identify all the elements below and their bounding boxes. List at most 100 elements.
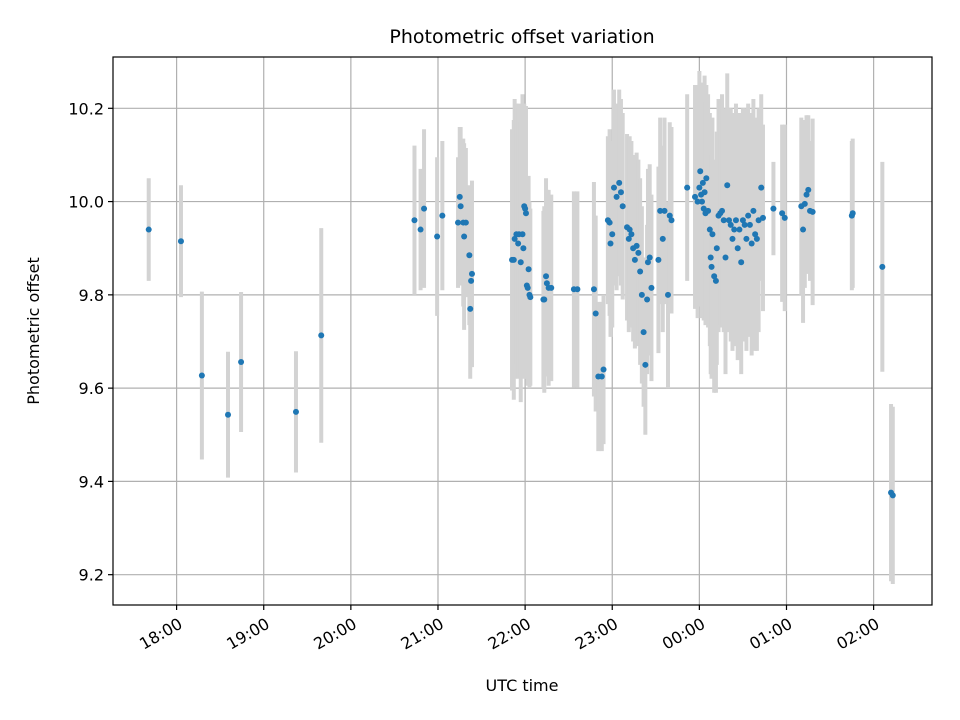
data-point: [711, 273, 718, 280]
x-tick-label: 18:00: [136, 614, 185, 654]
data-point: [666, 212, 673, 219]
data-point: [719, 207, 726, 214]
plot-frame: [112, 56, 933, 606]
data-point: [468, 270, 475, 277]
x-tick-label: 22:00: [485, 614, 534, 654]
data-point: [692, 193, 699, 200]
data-point: [292, 408, 299, 415]
data-point: [417, 226, 424, 233]
data-point: [633, 242, 640, 249]
data-point: [522, 205, 529, 212]
data-point: [743, 235, 750, 242]
chart-title: Photometric offset variation: [389, 26, 654, 48]
data-point: [661, 207, 668, 214]
data-point: [617, 189, 624, 196]
data-point: [457, 203, 464, 210]
data-point: [712, 277, 719, 284]
data-point: [638, 291, 645, 298]
data-point: [879, 263, 886, 270]
data-point: [698, 198, 705, 205]
data-point: [748, 240, 755, 247]
data-point: [736, 226, 743, 233]
data-point: [574, 286, 581, 293]
data-point: [635, 249, 642, 256]
data-point: [745, 212, 752, 219]
data-point: [522, 210, 529, 217]
data-point: [466, 252, 473, 259]
data-point: [697, 168, 704, 175]
data-point: [439, 212, 446, 219]
data-point: [694, 198, 701, 205]
data-point: [727, 221, 734, 228]
data-point: [703, 175, 710, 182]
x-axis-ticks: 18:00 19:00 20:00 21:00 22:00 23:00 00:00 01:00…: [136, 605, 883, 654]
data-point: [644, 259, 651, 266]
data-point: [657, 207, 664, 214]
data-point: [706, 226, 713, 233]
data-point: [628, 231, 635, 238]
data-point: [724, 182, 731, 189]
data-point: [541, 296, 548, 303]
data-point: [600, 366, 607, 373]
data-point: [759, 214, 766, 221]
data-point: [625, 235, 632, 242]
data-point: [665, 291, 672, 298]
data-point: [684, 184, 691, 191]
data-point: [659, 235, 666, 242]
y-axis-ticks: 9.2 9.4 9.6 9.8 10.0 10.2: [68, 99, 113, 585]
data-point: [592, 310, 599, 317]
y-tick-label: 9.4: [79, 472, 104, 491]
x-tick-label: 00:00: [659, 614, 708, 654]
y-tick-label: 9.2: [79, 566, 104, 585]
data-point: [543, 280, 550, 287]
data-point: [701, 189, 708, 196]
data-point: [637, 268, 644, 275]
data-point: [738, 259, 745, 266]
data-point: [734, 245, 741, 252]
data-point: [177, 238, 184, 245]
x-tick-label: 20:00: [310, 614, 359, 654]
data-point: [746, 221, 753, 228]
data-point: [467, 305, 474, 312]
data-point: [598, 373, 605, 380]
data-point: [462, 219, 469, 226]
data-point: [461, 233, 468, 240]
data-point: [525, 266, 532, 273]
data-point: [527, 294, 534, 301]
data-point: [515, 240, 522, 247]
data-point: [720, 217, 727, 224]
x-tick-label: 21:00: [398, 614, 447, 654]
data-point: [707, 254, 714, 261]
data-point: [456, 193, 463, 200]
data-point: [455, 219, 462, 226]
y-tick-label: 10.2: [68, 99, 104, 118]
data-point: [548, 284, 555, 291]
data-point: [646, 254, 653, 261]
x-tick-label: 23:00: [572, 614, 621, 654]
data-point: [696, 184, 703, 191]
x-tick-label: 19:00: [223, 614, 272, 654]
x-tick-label: 02:00: [833, 614, 882, 654]
data-point: [238, 359, 245, 366]
data-point: [613, 193, 620, 200]
x-axis-label: UTC time: [486, 676, 559, 695]
data-point: [705, 207, 712, 214]
data-point: [753, 235, 760, 242]
data-point: [801, 200, 808, 207]
data-point: [543, 273, 550, 280]
data-point: [803, 191, 810, 198]
data-point: [770, 205, 777, 212]
data-point: [642, 361, 649, 368]
data-point: [411, 217, 418, 224]
data-point: [590, 286, 597, 293]
data-point: [731, 226, 738, 233]
data-point: [616, 179, 623, 186]
data-point: [519, 231, 526, 238]
data-point: [709, 231, 716, 238]
data-point: [145, 226, 152, 233]
data-point: [699, 179, 706, 186]
data-points: [145, 168, 896, 499]
data-point: [809, 208, 816, 215]
data-point: [434, 233, 441, 240]
data-point: [511, 235, 518, 242]
